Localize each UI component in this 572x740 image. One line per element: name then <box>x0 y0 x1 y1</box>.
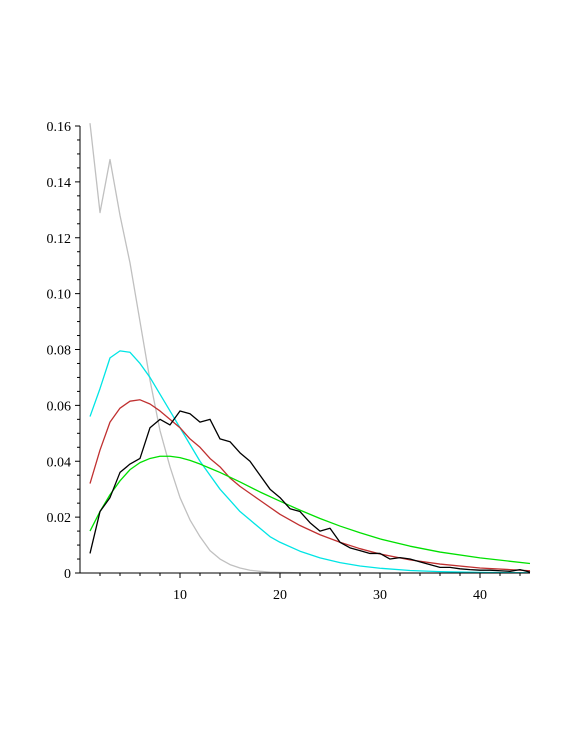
y-tick-label: 0.02 <box>47 511 72 526</box>
y-tick-label: 0.04 <box>47 455 72 470</box>
x-tick-label: 40 <box>473 588 487 603</box>
y-tick-label: 0.14 <box>47 176 72 191</box>
series-line-1 <box>89 123 530 574</box>
y-tick-label: 0.08 <box>47 344 72 359</box>
series-layer <box>89 123 531 574</box>
y-tick-label: 0.12 <box>47 232 72 247</box>
x-ticks: 10 20 30 40 <box>99 573 521 603</box>
series-line-2 <box>89 350 531 574</box>
y-tick-label: 0 <box>64 567 71 582</box>
y-tick-label: 0.16 <box>47 120 72 135</box>
series-line-3 <box>89 399 531 572</box>
x-tick-label: 10 <box>173 588 187 603</box>
x-tick-label: 30 <box>373 588 387 603</box>
y-ticks: 0 0.02 0.04 0.06 0.08 0.10 0.12 0.14 0.16 <box>47 120 80 582</box>
y-tick-label: 0.06 <box>47 399 72 414</box>
axes-layer <box>79 126 530 574</box>
series-line-4 <box>89 455 531 565</box>
x-tick-label: 20 <box>273 588 287 603</box>
y-tick-label: 0.10 <box>47 288 72 303</box>
series-line-5 <box>89 410 531 573</box>
